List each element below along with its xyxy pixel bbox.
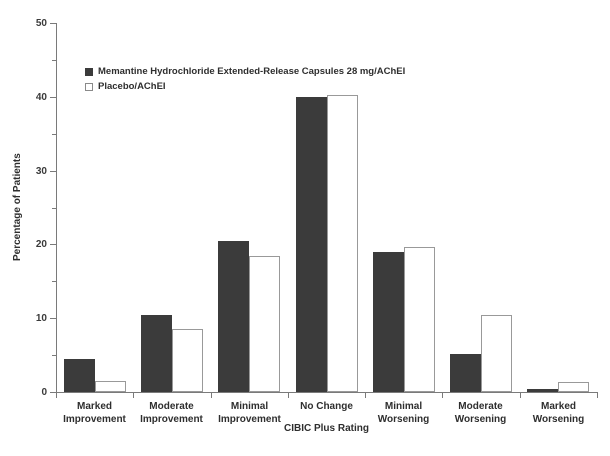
y-tick-0 — [50, 392, 56, 393]
legend-label-placebo: Placebo/AChEI — [98, 81, 166, 92]
x-tick-2 — [211, 393, 212, 398]
y-axis-line — [56, 23, 57, 393]
y-tick-10 — [50, 318, 56, 320]
legend-item-memantine: Memantine Hydrochloride Extended-Release… — [85, 64, 405, 79]
legend-item-placebo: Placebo/AChEI — [85, 79, 405, 94]
x-category-label-no-change: No Change — [300, 401, 353, 412]
legend: Memantine Hydrochloride Extended-Release… — [85, 64, 405, 94]
x-tick-7 — [597, 393, 598, 398]
y-tick-label-50: 50 — [35, 18, 47, 29]
y-tick-30 — [50, 170, 56, 172]
bar-memantine-marked-improvement — [64, 358, 95, 392]
bar-placebo-no-change — [327, 94, 358, 392]
x-category-label-moderate-worsening: Moderate Worsening — [454, 401, 507, 425]
y-tick-45 — [52, 59, 56, 61]
y-tick-5 — [52, 355, 56, 357]
y-tick-label-10: 10 — [35, 313, 47, 325]
bar-memantine-minimal-improvement — [218, 240, 249, 392]
bar-memantine-marked-worsening — [527, 389, 558, 392]
bar-memantine-moderate-improvement — [141, 315, 172, 392]
open-square-swatch-icon — [85, 82, 93, 91]
x-axis-title: CIBIC Plus Rating — [283, 423, 369, 434]
bar-placebo-minimal-improvement — [249, 256, 280, 392]
x-tick-0 — [56, 393, 57, 398]
bar-memantine-no-change — [296, 96, 327, 392]
y-axis-title: Percentage of Patients — [12, 153, 23, 262]
y-tick-label-0: 0 — [41, 387, 47, 398]
bar-memantine-minimal-worsening — [373, 251, 404, 392]
bar-placebo-moderate-worsening — [481, 315, 512, 392]
x-category-label-marked-worsening: Marked Worsening — [532, 401, 585, 425]
y-tick-label-20: 20 — [35, 239, 47, 251]
bar-memantine-moderate-worsening — [450, 353, 481, 392]
x-tick-5 — [442, 393, 443, 398]
x-axis-line — [56, 392, 598, 393]
y-tick-25 — [52, 207, 56, 209]
x-category-label-moderate-improvement: Moderate Improvement — [140, 401, 203, 425]
bar-placebo-moderate-improvement — [172, 329, 203, 392]
x-category-label-minimal-worsening: Minimal Worsening — [377, 401, 430, 425]
bar-placebo-marked-worsening — [558, 381, 589, 392]
legend-label-memantine: Memantine Hydrochloride Extended-Release… — [98, 66, 406, 77]
y-tick-15 — [52, 281, 56, 283]
y-tick-35 — [52, 133, 56, 135]
x-tick-1 — [133, 393, 134, 398]
bar-placebo-marked-improvement — [95, 380, 126, 392]
x-category-label-marked-improvement: Marked Improvement — [63, 401, 126, 425]
y-tick-20 — [50, 244, 56, 246]
filled-square-swatch-icon — [85, 67, 93, 76]
bar-placebo-minimal-worsening — [404, 247, 435, 392]
x-tick-3 — [288, 393, 289, 398]
y-tick-label-40: 40 — [35, 91, 47, 103]
x-category-label-minimal-improvement: Minimal Improvement — [218, 401, 281, 425]
x-tick-6 — [520, 393, 521, 398]
y-tick-50 — [50, 23, 56, 24]
y-tick-label-30: 30 — [35, 165, 47, 177]
x-tick-4 — [365, 393, 366, 398]
y-tick-40 — [50, 96, 56, 98]
